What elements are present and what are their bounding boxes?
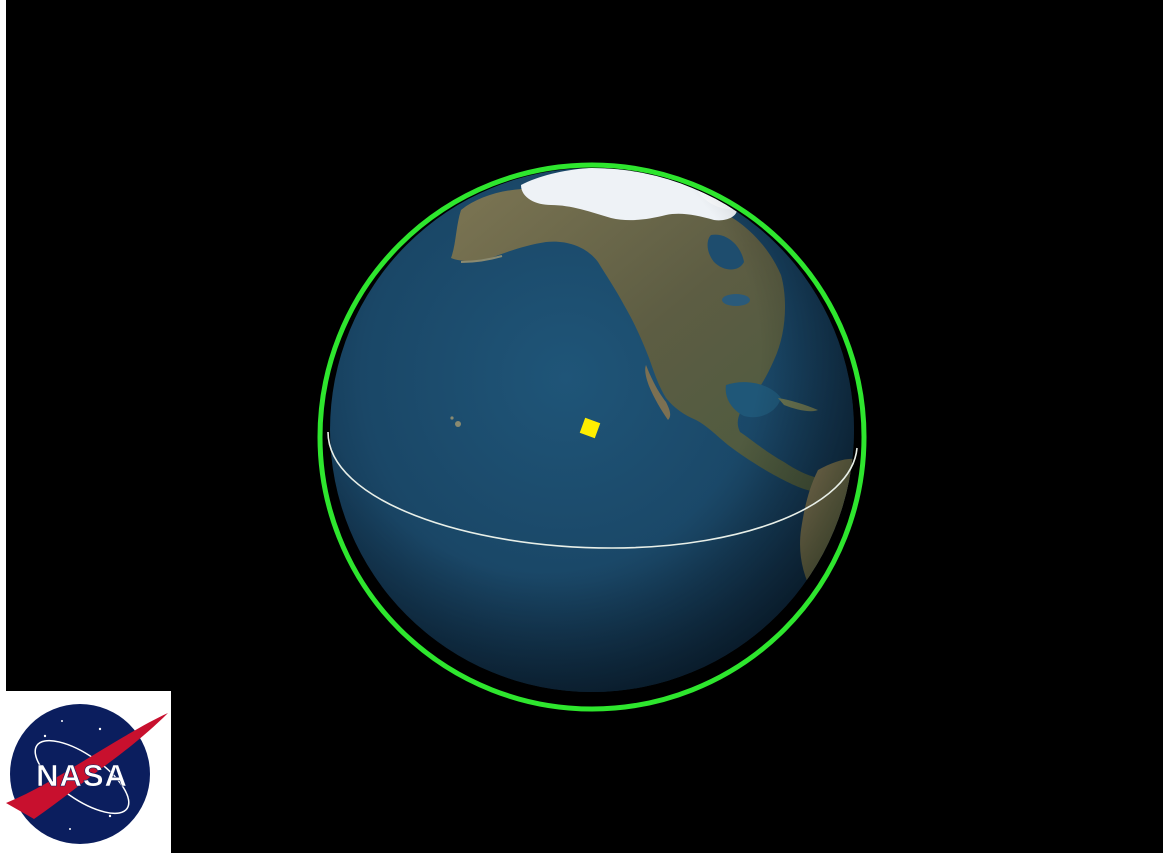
- globe-scene[interactable]: [6, 0, 1163, 853]
- nasa-meatball-icon: NASA: [6, 704, 168, 844]
- nasa-logo: NASA: [0, 691, 171, 853]
- horizon-ring-icon: [317, 162, 867, 712]
- nasa-logo-text: NASA: [36, 758, 128, 793]
- satellite-marker-icon[interactable]: [579, 417, 601, 439]
- globe-viewport[interactable]: [6, 0, 1163, 853]
- orbit-track-line-icon: [327, 431, 858, 549]
